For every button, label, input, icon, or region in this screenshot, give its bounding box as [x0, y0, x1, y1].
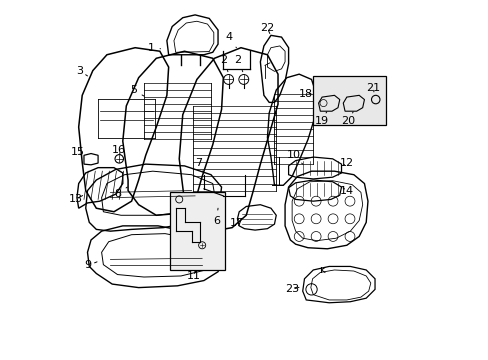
Text: 1: 1 — [147, 43, 160, 53]
Text: 19: 19 — [314, 112, 328, 126]
Text: 16: 16 — [112, 145, 126, 155]
Text: 10: 10 — [286, 150, 302, 164]
Text: 22: 22 — [260, 23, 274, 33]
Text: 18: 18 — [299, 89, 313, 99]
Text: 9: 9 — [84, 260, 97, 270]
Bar — [170, 192, 224, 270]
Text: 15: 15 — [70, 148, 84, 157]
Text: 2: 2 — [234, 55, 242, 72]
Text: 6: 6 — [212, 208, 219, 226]
Text: 11: 11 — [186, 271, 200, 281]
Text: 21: 21 — [366, 82, 380, 93]
Text: 7: 7 — [195, 158, 203, 173]
Bar — [313, 76, 385, 125]
Text: 8: 8 — [114, 187, 127, 199]
Text: 17: 17 — [229, 218, 244, 228]
Text: 20: 20 — [340, 112, 354, 126]
Text: 5: 5 — [130, 85, 143, 96]
Text: 13: 13 — [69, 194, 82, 204]
Text: 14: 14 — [339, 186, 353, 195]
Text: 4: 4 — [224, 32, 236, 48]
Text: 3: 3 — [76, 66, 87, 76]
Text: 23: 23 — [285, 284, 299, 294]
Text: 2: 2 — [219, 55, 227, 72]
Text: 12: 12 — [339, 158, 353, 168]
